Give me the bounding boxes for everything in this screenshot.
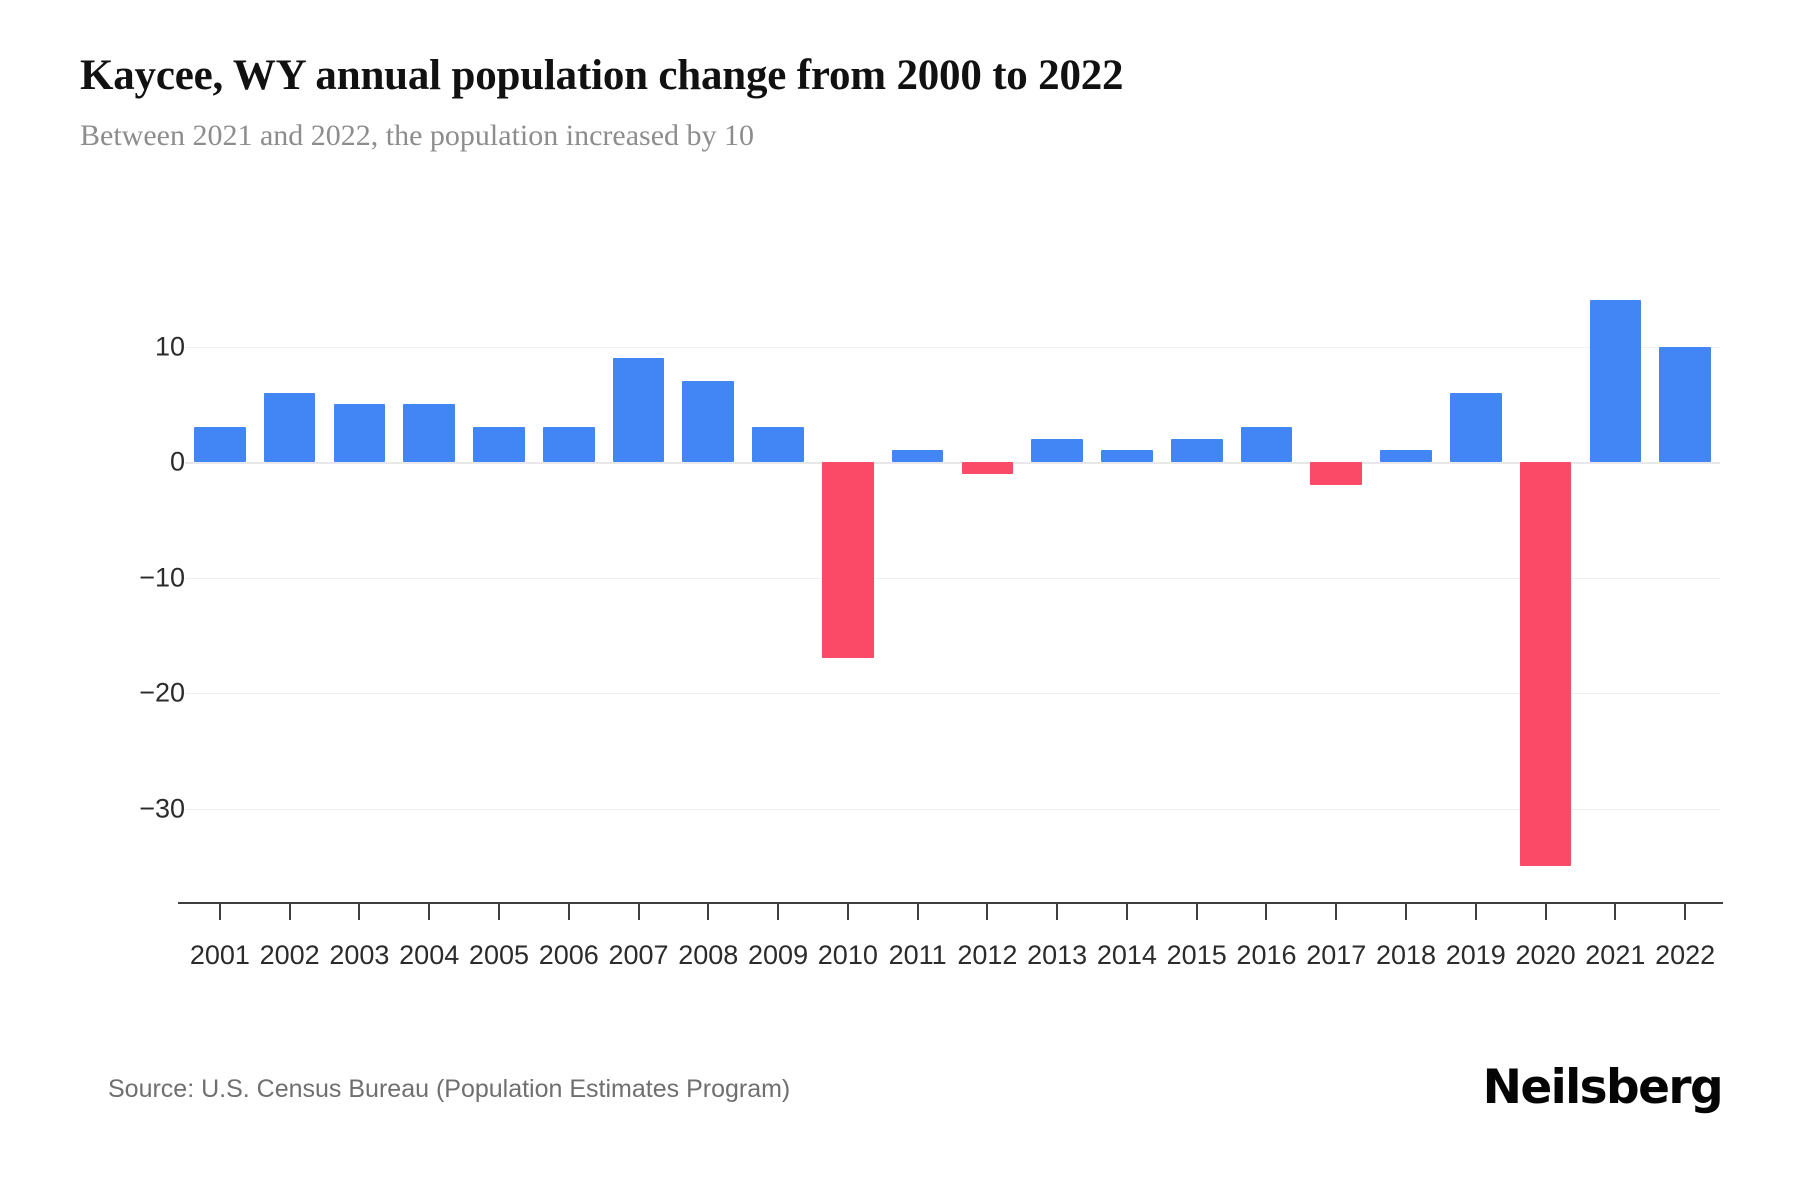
chart-header: Kaycee, WY annual population change from… [80, 52, 1720, 154]
x-tick-label-2001: 2001 [189, 940, 250, 970]
x-tick-mark [986, 904, 989, 920]
x-tick-mark [1684, 904, 1687, 920]
gridline [185, 577, 1720, 579]
x-tick-mark [428, 904, 431, 920]
x-tick-mark [358, 904, 361, 920]
y-tick-label: −30 [139, 793, 185, 823]
x-tick-label-2017: 2017 [1306, 940, 1367, 970]
zero-baseline [185, 462, 1720, 464]
x-tick-label-2009: 2009 [748, 940, 809, 970]
x-tick-mark [1405, 904, 1408, 920]
x-tick-label-2016: 2016 [1236, 940, 1297, 970]
x-tick-mark [497, 904, 500, 920]
x-tick-label-2002: 2002 [259, 940, 320, 970]
source-note: Source: U.S. Census Bureau (Population E… [108, 1075, 791, 1103]
neilsberg-logo: Neilsberg [1482, 1060, 1724, 1115]
bar-2007[interactable] [612, 358, 665, 462]
bar-2006[interactable] [542, 427, 595, 462]
x-axis-line [178, 902, 1723, 904]
x-axis-labels: 2001 2002 2003 2004 2005 2006 2007 2008 2009 2010… [185, 940, 1720, 990]
bars-group [185, 0, 1720, 1200]
bar-2017[interactable] [1310, 462, 1363, 486]
bar-2009[interactable] [752, 427, 804, 462]
x-tick-label-2020: 2020 [1515, 940, 1576, 970]
gridline [185, 693, 1720, 694]
bar-2019[interactable] [1449, 392, 1502, 462]
x-tick-label-2007: 2007 [608, 940, 669, 970]
x-tick-mark [1056, 904, 1059, 920]
x-tick-mark [567, 904, 570, 920]
x-tick-label-2014: 2014 [1096, 940, 1157, 970]
bar-2013[interactable] [1031, 438, 1083, 462]
x-tick-label-2004: 2004 [399, 940, 460, 970]
x-tick-mark [1614, 904, 1617, 920]
bar-2015[interactable] [1170, 438, 1223, 462]
y-tick-label: 0 [169, 446, 185, 477]
bar-2011[interactable] [891, 450, 944, 462]
bar-2018[interactable] [1380, 450, 1432, 462]
x-tick-label-2006: 2006 [538, 940, 599, 970]
x-tick-mark [637, 904, 640, 920]
bar-2016[interactable] [1240, 427, 1293, 462]
bar-2012[interactable] [961, 462, 1014, 474]
x-tick-mark [288, 904, 291, 920]
bar-2014[interactable] [1101, 450, 1153, 462]
x-tick-label-2019: 2019 [1445, 940, 1506, 970]
bar-2008[interactable] [682, 381, 735, 462]
bar-2004[interactable] [403, 404, 455, 462]
x-tick-label-2015: 2015 [1166, 940, 1227, 970]
page-title: Kaycee, WY annual population change from… [80, 52, 1124, 99]
y-axis: 10 0 −10 −20 −30 [0, 0, 185, 1200]
x-tick-label-2005: 2005 [468, 940, 530, 970]
bar-2022[interactable] [1659, 346, 1711, 462]
x-tick-mark [1195, 904, 1198, 920]
x-tick-mark [916, 904, 919, 920]
bar-2010[interactable] [822, 462, 874, 659]
x-tick-mark [1125, 904, 1128, 920]
x-tick-label-2022: 2022 [1655, 940, 1716, 970]
x-tick-label-2018: 2018 [1375, 940, 1437, 970]
y-tick-label: −20 [139, 677, 185, 708]
x-tick-mark [846, 904, 849, 920]
y-tick-label: 10 [154, 331, 185, 361]
bar-2005[interactable] [473, 427, 525, 462]
x-tick-mark [218, 904, 221, 920]
chart-subtitle: Between 2021 and 2022, the population in… [80, 119, 755, 153]
x-tick-label-2012: 2012 [957, 940, 1018, 970]
x-tick-mark [1474, 904, 1477, 920]
bar-2001[interactable] [194, 427, 246, 462]
gridline [185, 808, 1720, 810]
y-tick-label: −10 [139, 562, 185, 592]
x-tick-mark [777, 904, 780, 920]
x-tick-label-2013: 2013 [1027, 940, 1088, 970]
x-tick-label-2008: 2008 [678, 940, 739, 970]
x-axis-ticks [185, 904, 1720, 924]
x-tick-label-2011: 2011 [888, 940, 947, 970]
x-tick-mark [707, 904, 710, 920]
x-tick-mark [1265, 904, 1268, 920]
x-tick-label-2010: 2010 [817, 940, 878, 970]
x-tick-label-2003: 2003 [329, 940, 390, 970]
bar-2020[interactable] [1519, 462, 1572, 867]
bar-2003[interactable] [333, 404, 386, 462]
x-tick-mark [1335, 904, 1338, 920]
gridline [185, 346, 1720, 348]
x-tick-mark [1544, 904, 1547, 920]
bar-2021[interactable] [1589, 300, 1642, 462]
x-tick-label-2021: 2021 [1585, 940, 1646, 970]
bar-2002[interactable] [263, 392, 316, 462]
